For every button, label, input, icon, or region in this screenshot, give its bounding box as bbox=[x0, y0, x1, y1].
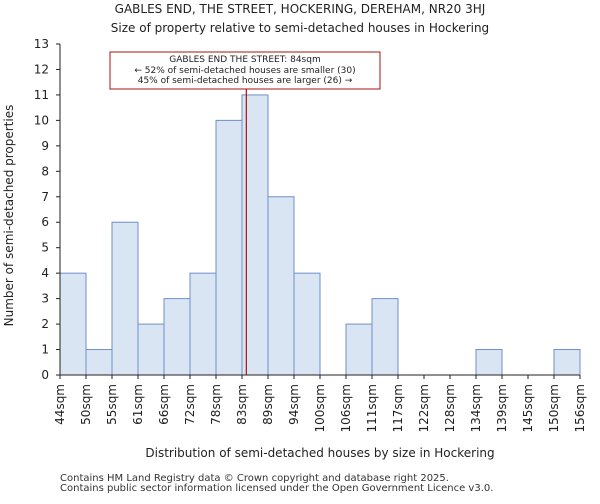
footer-licence: Contains public sector information licen… bbox=[60, 483, 494, 494]
annotation-line-3: 45% of semi-detached houses are larger (… bbox=[138, 76, 353, 86]
x-tick-label: 50sqm bbox=[79, 384, 93, 425]
y-tick-label: 10 bbox=[34, 113, 49, 127]
annotation-box: GABLES END THE STREET: 84sqm ← 52% of se… bbox=[109, 51, 381, 90]
x-tick-label: 145sqm bbox=[521, 384, 535, 432]
y-tick-label: 4 bbox=[41, 266, 49, 280]
y-tick-label: 7 bbox=[41, 190, 49, 204]
bar-94sqm bbox=[293, 272, 321, 376]
bar-72sqm bbox=[189, 272, 217, 376]
bar-78sqm bbox=[215, 119, 243, 376]
y-tick-label: 1 bbox=[41, 343, 49, 357]
y-tick-label: 12 bbox=[34, 62, 49, 76]
x-tick-label: 61sqm bbox=[131, 384, 145, 425]
y-axis-label: Number of semi-detached properties bbox=[2, 105, 16, 327]
chart-title: GABLES END, THE STREET, HOCKERING, DEREH… bbox=[115, 2, 486, 16]
x-tick-label: 134sqm bbox=[469, 384, 483, 432]
bar-106sqm bbox=[345, 323, 373, 376]
x-tick-label: 150sqm bbox=[547, 384, 561, 432]
annotation-line-2: ← 52% of semi-detached houses are smalle… bbox=[134, 66, 355, 76]
y-tick-label: 6 bbox=[41, 215, 49, 229]
y-tick-label: 8 bbox=[41, 164, 49, 178]
x-tick-label: 89sqm bbox=[261, 384, 275, 425]
bar-150sqm bbox=[553, 349, 581, 376]
x-ticks: 44sqm 50sqm 55sqm 61sqm 66sqm 72sqm 78sqm 83sqm… bbox=[53, 375, 587, 432]
x-tick-label: 66sqm bbox=[157, 384, 171, 425]
x-tick-label: 72sqm bbox=[183, 384, 197, 425]
annotation-line-1: GABLES END THE STREET: 84sqm bbox=[169, 55, 320, 65]
y-tick-label: 11 bbox=[34, 88, 49, 102]
x-tick-label: 94sqm bbox=[287, 384, 301, 425]
x-tick-label: 55sqm bbox=[105, 384, 119, 425]
x-tick-label: 78sqm bbox=[209, 384, 223, 425]
bar-61sqm bbox=[137, 323, 165, 376]
bars-group bbox=[59, 94, 581, 376]
bar-89sqm bbox=[267, 196, 295, 376]
y-tick-label: 3 bbox=[41, 292, 49, 306]
x-tick-label: 100sqm bbox=[313, 384, 327, 432]
x-tick-label: 83sqm bbox=[235, 384, 249, 425]
x-tick-label: 44sqm bbox=[53, 384, 67, 425]
footer-copyright: Contains HM Land Registry data © Crown c… bbox=[60, 473, 449, 484]
bar-134sqm bbox=[475, 349, 503, 376]
chart-subtitle: Size of property relative to semi-detach… bbox=[111, 21, 489, 35]
x-tick-label: 111sqm bbox=[365, 384, 379, 432]
x-tick-label: 139sqm bbox=[495, 384, 509, 432]
x-tick-label: 122sqm bbox=[417, 384, 431, 432]
bar-44sqm bbox=[59, 272, 87, 376]
x-tick-label: 156sqm bbox=[573, 384, 587, 432]
bar-55sqm bbox=[111, 221, 139, 376]
x-tick-label: 117sqm bbox=[391, 384, 405, 432]
y-tick-label: 13 bbox=[34, 37, 49, 51]
y-tick-label: 0 bbox=[41, 368, 49, 382]
bar-50sqm bbox=[85, 349, 113, 376]
bar-66sqm bbox=[163, 298, 191, 376]
y-tick-label: 9 bbox=[41, 139, 49, 153]
x-tick-label: 106sqm bbox=[339, 384, 353, 432]
x-tick-label: 128sqm bbox=[443, 384, 457, 432]
y-tick-label: 2 bbox=[41, 317, 49, 331]
y-tick-label: 5 bbox=[41, 241, 49, 255]
x-axis-label: Distribution of semi-detached houses by … bbox=[145, 446, 494, 460]
annotation-frame bbox=[109, 51, 381, 90]
bar-111sqm bbox=[371, 298, 399, 376]
